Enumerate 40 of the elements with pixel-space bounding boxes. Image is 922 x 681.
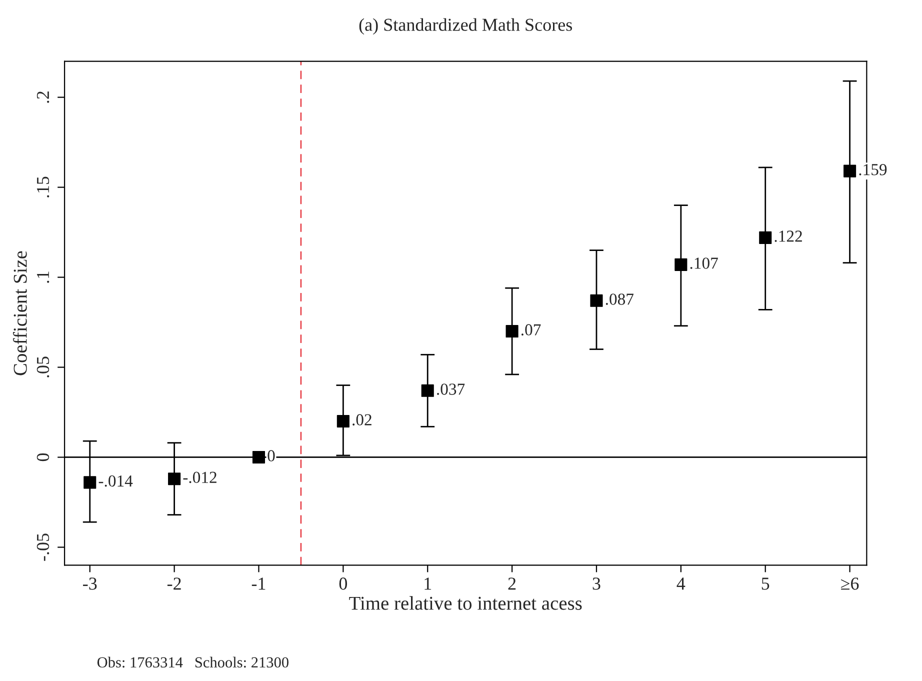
data-label: .122 — [774, 230, 802, 242]
x-tick-label: 5 — [762, 578, 770, 590]
point — [674, 258, 688, 271]
y-tick-label: .1 — [36, 272, 50, 283]
x-tick-label: 1 — [424, 578, 432, 590]
chart-title: (a) Standardized Math Scores — [359, 18, 572, 35]
data-label: -.014 — [98, 475, 133, 487]
data-label: .107 — [690, 258, 718, 269]
x-tick-label: 3 — [592, 578, 600, 590]
point — [421, 384, 434, 397]
x-tick-label: ≥6 — [841, 578, 859, 590]
y-tick-label: .2 — [36, 92, 50, 103]
data-label: .087 — [606, 294, 634, 305]
x-tick-label: 0 — [339, 578, 348, 590]
point — [168, 472, 181, 486]
x-tick-label: -3 — [83, 578, 97, 590]
y-axis-title: Coefficient Size — [12, 251, 27, 376]
point — [84, 476, 96, 489]
y-tick-label: .05 — [36, 356, 50, 378]
data-label: 0 — [268, 450, 275, 462]
y-tick-label: -.05 — [36, 534, 50, 561]
x-axis-title: Time relative to internet acess — [349, 596, 582, 610]
text: Obs: 1763314 Schools: 21300 — [97, 656, 288, 668]
x-tick-label: 4 — [676, 578, 686, 590]
data-label: -.012 — [183, 472, 216, 484]
data-label: .037 — [437, 384, 465, 395]
point — [844, 164, 856, 178]
data-label: .159 — [859, 164, 887, 176]
point — [336, 414, 350, 428]
x-tick-label: -2 — [167, 578, 181, 590]
point — [506, 324, 518, 338]
x-tick-label: 2 — [508, 578, 516, 590]
y-tick-label: .15 — [36, 176, 50, 198]
point — [759, 231, 772, 244]
x-tick-label: -1 — [252, 578, 266, 590]
data-label: .02 — [352, 414, 372, 426]
data-label: .07 — [521, 324, 541, 336]
point — [252, 450, 266, 464]
y-tick-label: 0 — [36, 453, 50, 462]
point — [590, 294, 603, 307]
